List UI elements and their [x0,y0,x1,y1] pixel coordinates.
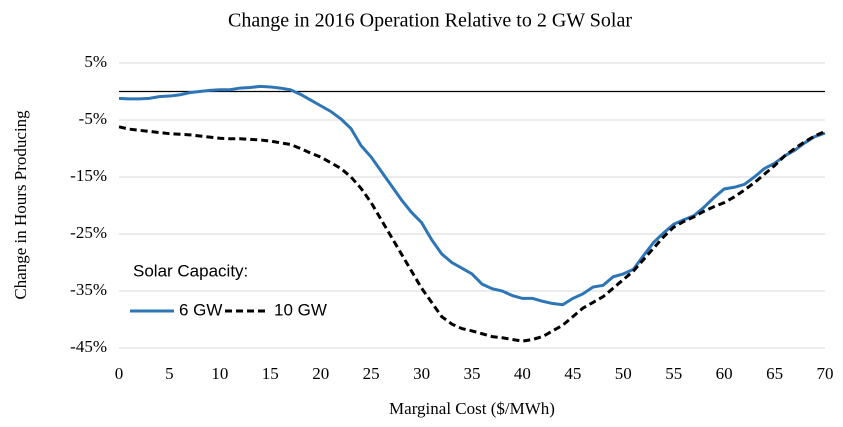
chart-title: Change in 2016 Operation Relative to 2 G… [228,10,632,32]
y-tick-label: -25% [70,223,107,242]
x-tick-label: 0 [115,364,124,383]
series-line [118,84,826,307]
legend-title: Solar Capacity: [133,261,248,280]
y-tick-label: 5% [84,52,107,71]
y-tick-label: -5% [79,109,107,128]
x-tick-label: 30 [413,364,430,383]
x-tick-label: 25 [363,364,380,383]
y-tick-label: -45% [70,337,107,356]
x-tick-label: 20 [312,364,329,383]
x-tick-label: 5 [165,364,174,383]
x-tick-label: 55 [665,364,682,383]
x-tick-label: 10 [211,364,228,383]
x-tick-label: 70 [817,364,834,383]
y-tick-label: -15% [70,166,107,185]
y-axis-label: Change in Hours Producing [11,110,30,300]
x-tick-label: 40 [514,364,531,383]
x-tick-label: 15 [262,364,279,383]
y-tick-label: -35% [70,280,107,299]
x-tick-label: 60 [716,364,733,383]
x-tick-label: 35 [464,364,481,383]
x-tick-label: 50 [615,364,632,383]
x-tick-label: 45 [564,364,581,383]
legend-label: 6 GW [179,300,222,319]
x-axis-label: Marginal Cost ($/MWh) [389,399,555,418]
series-line [118,125,826,343]
x-tick-label: 65 [766,364,783,383]
legend-label: 10 GW [274,300,327,319]
